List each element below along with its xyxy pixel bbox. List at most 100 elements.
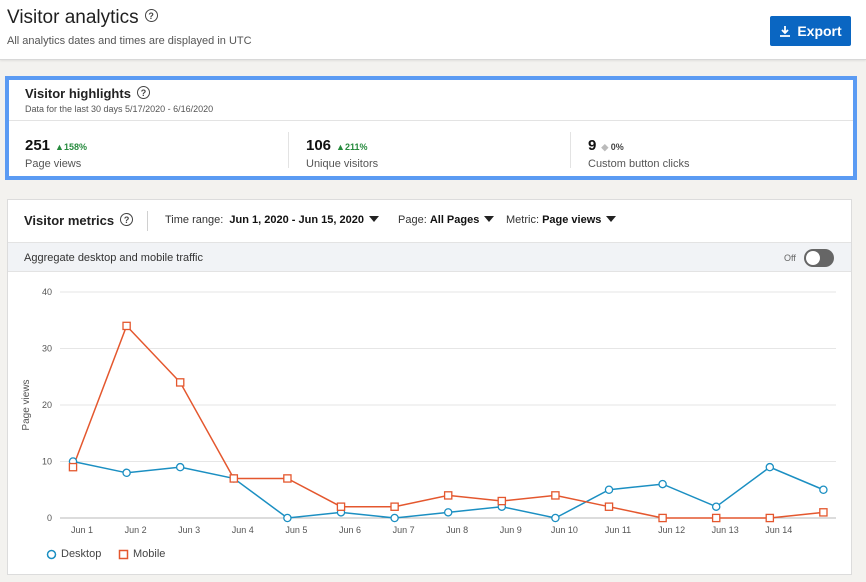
metrics-toolbar: Visitor metrics? Time range: Jun 1, 2020… bbox=[8, 200, 851, 242]
data-point-mobile bbox=[175, 378, 185, 387]
visitor-metrics-card: Visitor metrics? Time range: Jun 1, 2020… bbox=[7, 199, 852, 575]
metrics-title-text: Visitor metrics bbox=[24, 213, 115, 228]
x-tick-label: Jun 5 bbox=[285, 525, 307, 535]
highlights-title-text: Visitor highlights bbox=[25, 86, 131, 101]
page-value: All Pages bbox=[429, 214, 480, 226]
stat-change-value: 211% bbox=[344, 142, 368, 152]
page-title: Visitor analytics? bbox=[7, 7, 158, 29]
highlights-title: Visitor highlights? bbox=[25, 86, 150, 101]
page-header: Visitor analytics? All analytics dates a… bbox=[0, 0, 866, 60]
x-tick-label: Jun 6 bbox=[339, 525, 361, 535]
help-icon[interactable]: ? bbox=[136, 86, 150, 100]
legend-item-desktop: Desktop bbox=[46, 548, 101, 560]
y-tick-label: 10 bbox=[42, 457, 52, 467]
x-tick-label: Jun 13 bbox=[712, 525, 739, 535]
data-point-desktop bbox=[658, 479, 667, 489]
data-point-desktop bbox=[390, 513, 399, 523]
export-button[interactable]: Export bbox=[770, 16, 851, 46]
x-tick-label: Jun 8 bbox=[446, 525, 468, 535]
data-point-mobile bbox=[443, 491, 453, 500]
data-point-mobile bbox=[551, 491, 560, 500]
time-range-label: Time range: bbox=[165, 214, 224, 226]
stat-change: ▲211% bbox=[336, 142, 367, 152]
stat-label: Custom button clicks bbox=[588, 158, 690, 170]
stat-page-views: 251 ▲158% Page views bbox=[25, 137, 87, 170]
x-tick-label: Jun 4 bbox=[232, 525, 254, 535]
aggregate-bar: Aggregate desktop and mobile traffic Off bbox=[8, 242, 851, 272]
page-title-text: Visitor analytics bbox=[7, 7, 139, 28]
stat-unique-visitors: 106 ▲211% Unique visitors bbox=[306, 137, 378, 170]
legend-label: Mobile bbox=[133, 548, 166, 560]
stat-change-value: 0% bbox=[610, 142, 624, 152]
help-icon[interactable]: ? bbox=[144, 9, 158, 23]
stat-label: Unique visitors bbox=[306, 158, 379, 170]
data-point-desktop bbox=[604, 485, 614, 494]
trend-up-icon: ▲ bbox=[336, 142, 345, 152]
stat-value: 9 bbox=[588, 137, 597, 154]
data-point-desktop bbox=[819, 485, 828, 494]
aggregate-toggle[interactable] bbox=[804, 249, 834, 267]
data-point-desktop bbox=[175, 462, 185, 472]
visitor-highlights-card: Visitor highlights? Data for the last 30… bbox=[5, 76, 857, 180]
data-point-mobile bbox=[497, 496, 507, 506]
legend-item-mobile: Mobile bbox=[118, 548, 165, 560]
data-point-mobile bbox=[765, 513, 775, 523]
highlights-subtitle: Data for the last 30 days 5/17/2020 - 6/… bbox=[25, 104, 214, 114]
trend-neutral-icon: ◆ bbox=[601, 142, 609, 152]
page-dropdown[interactable]: Page: All Pages bbox=[398, 214, 495, 226]
stat-change: ◆ 0% bbox=[601, 142, 623, 152]
metrics-title: Visitor metrics? bbox=[24, 213, 134, 228]
data-point-desktop bbox=[122, 468, 131, 478]
y-tick-label: 30 bbox=[42, 344, 52, 354]
data-point-desktop bbox=[765, 462, 775, 472]
data-point-desktop bbox=[551, 513, 560, 523]
page-subtitle: All analytics dates and times are displa… bbox=[7, 35, 252, 47]
metric-label: Metric: bbox=[506, 214, 539, 226]
divider bbox=[288, 132, 289, 168]
data-point-mobile bbox=[336, 502, 346, 511]
data-point-desktop bbox=[711, 502, 721, 511]
divider bbox=[9, 120, 853, 121]
circle-marker-icon bbox=[46, 549, 57, 559]
trend-up-icon: ▲ bbox=[55, 142, 64, 152]
x-tick-label: Jun 11 bbox=[605, 525, 631, 535]
divider bbox=[570, 132, 571, 168]
x-tick-label: Jun 2 bbox=[125, 525, 147, 535]
stat-label: Page views bbox=[25, 158, 82, 170]
divider bbox=[147, 211, 148, 231]
stat-value: 251 bbox=[25, 137, 51, 154]
data-point-desktop bbox=[283, 513, 292, 523]
x-tick-label: Jun 9 bbox=[500, 525, 522, 535]
x-tick-label: Jun 14 bbox=[765, 525, 792, 535]
aggregate-label: Aggregate desktop and mobile traffic bbox=[24, 252, 203, 264]
data-point-mobile bbox=[711, 513, 721, 523]
square-marker-icon bbox=[118, 549, 129, 559]
y-axis-label: Page views bbox=[21, 379, 32, 430]
x-tick-label: Jun 7 bbox=[393, 525, 415, 535]
toggle-state-label: Off bbox=[784, 253, 796, 263]
caret-down-icon bbox=[368, 216, 379, 223]
legend-label: Desktop bbox=[61, 548, 102, 560]
data-point-mobile bbox=[68, 462, 78, 472]
metric-value: Page views bbox=[542, 214, 602, 226]
series-line-mobile bbox=[72, 324, 824, 519]
x-tick-label: Jun 1 bbox=[71, 525, 93, 535]
data-point-mobile bbox=[122, 321, 131, 331]
toggle-knob bbox=[806, 251, 820, 265]
data-point-mobile bbox=[819, 508, 828, 517]
x-tick-label: Jun 12 bbox=[658, 525, 685, 535]
download-icon bbox=[780, 25, 791, 37]
data-point-desktop bbox=[443, 508, 453, 517]
y-tick-label: 0 bbox=[47, 513, 52, 523]
time-range-dropdown[interactable]: Time range: Jun 1, 2020 - Jun 15, 2020 bbox=[165, 214, 379, 226]
export-label: Export bbox=[797, 23, 842, 39]
help-icon[interactable]: ? bbox=[120, 213, 134, 227]
page-label: Page: bbox=[398, 214, 427, 226]
data-point-mobile bbox=[390, 502, 399, 511]
stat-custom-button-clicks: 9 ◆ 0% Custom button clicks bbox=[588, 137, 689, 170]
data-point-mobile bbox=[283, 474, 292, 483]
time-range-value: Jun 1, 2020 - Jun 15, 2020 bbox=[229, 214, 364, 226]
metric-dropdown[interactable]: Metric: Page views bbox=[506, 214, 617, 226]
x-tick-label: Jun 3 bbox=[178, 525, 200, 535]
